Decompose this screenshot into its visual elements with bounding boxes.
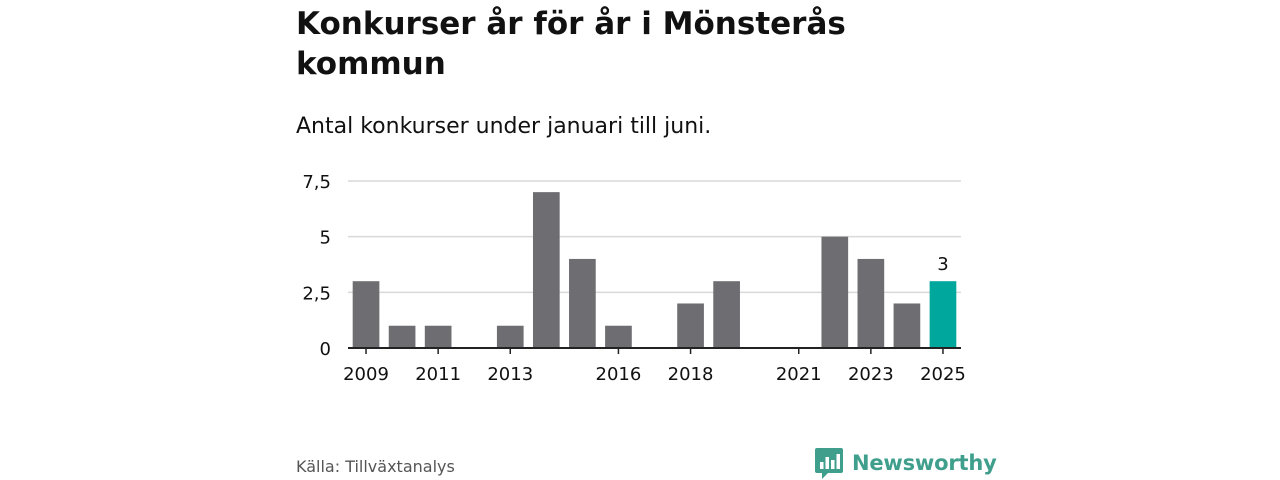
brand-name: Newsworthy	[852, 451, 997, 475]
x-tick-label: 2011	[415, 364, 461, 385]
y-tick-label: 2,5	[302, 283, 331, 304]
chart-title: Konkurser år för år i Mönsterås kommun	[296, 6, 846, 82]
x-tick-label: 2016	[596, 364, 642, 385]
y-tick-label: 7,5	[302, 172, 331, 193]
bar-2013	[496, 325, 524, 348]
bar-2018	[677, 303, 704, 348]
bar-2015	[569, 258, 596, 348]
x-tick-label: 2018	[668, 364, 714, 385]
chart-subtitle: Antal konkurser under januari till juni.	[296, 114, 712, 139]
y-tick-label: 0	[320, 339, 331, 360]
bar-2010	[388, 325, 416, 348]
bar-2022	[821, 236, 849, 348]
brand-logo: Newsworthy	[814, 446, 997, 480]
bar-2009	[352, 281, 380, 348]
y-tick-label: 5	[320, 228, 331, 249]
bar-2025	[929, 281, 957, 348]
bar-2016	[605, 325, 632, 348]
x-tick-label: 2009	[343, 364, 389, 385]
bar-2014	[532, 192, 560, 348]
bar-2011	[424, 325, 452, 348]
bar-2023	[857, 258, 885, 348]
bar-2019	[713, 281, 740, 348]
source-note: Källa: Tillväxtanalys	[296, 457, 455, 476]
x-tick-label: 2013	[487, 364, 533, 385]
newsworthy-logo-icon	[815, 448, 843, 479]
x-tick-label: 2021	[776, 364, 822, 385]
x-tick-label: 2023	[848, 364, 894, 385]
bar-2024	[893, 303, 921, 348]
data-label-2025: 3	[937, 254, 948, 275]
bar-chart: 0 2,5 5 7,5 2009 2011 2013 2016 2018 2021 2023 3 202…	[302, 172, 966, 385]
x-tick-label: 2025	[920, 364, 966, 385]
